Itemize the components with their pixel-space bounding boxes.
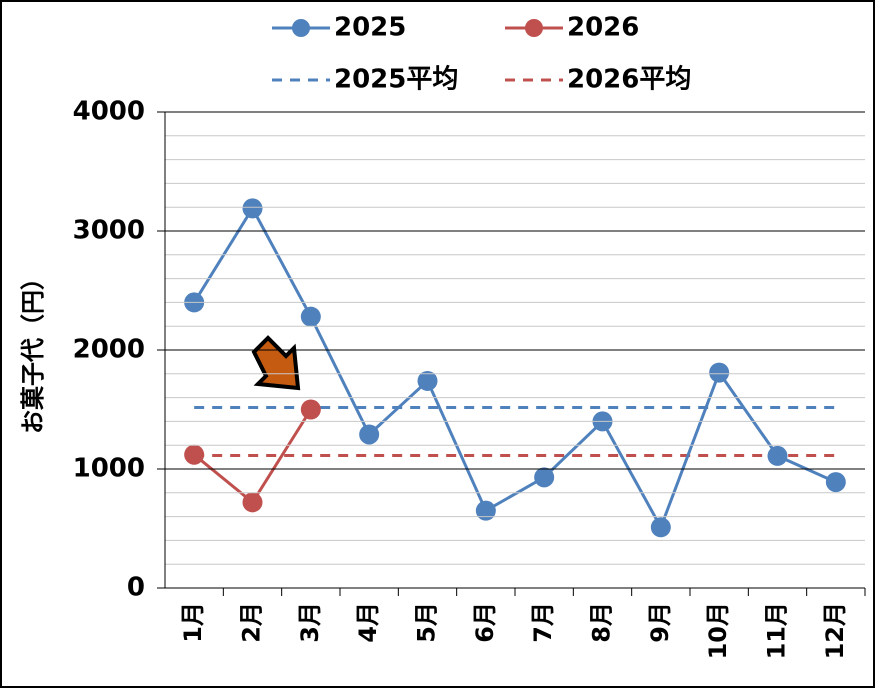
y-tick-label: 3000 xyxy=(73,216,145,246)
y-tick-label: 4000 xyxy=(73,97,145,127)
data-point xyxy=(184,444,205,465)
x-tick-label: 4月 xyxy=(354,602,382,643)
x-tick-label: 10月 xyxy=(704,602,732,659)
data-point xyxy=(709,362,730,383)
x-tick-label: 2月 xyxy=(238,602,266,643)
x-tick-label: 9月 xyxy=(646,602,674,643)
x-tick-label: 11月 xyxy=(763,602,791,659)
x-tick-label: 5月 xyxy=(413,602,441,643)
data-point xyxy=(417,370,438,391)
x-tick-label: 3月 xyxy=(296,602,324,643)
data-point xyxy=(300,399,321,420)
legend-label: 2025平均 xyxy=(334,65,458,95)
y-axis-label: お菓子代（円） xyxy=(19,266,47,434)
data-point xyxy=(300,306,321,327)
data-point xyxy=(650,517,671,538)
x-tick-label: 8月 xyxy=(588,602,616,643)
legend-marker xyxy=(292,19,310,37)
data-point xyxy=(359,424,380,445)
data-point xyxy=(475,500,496,521)
legend-label: 2026 xyxy=(567,13,639,43)
y-tick-label: 1000 xyxy=(73,454,145,484)
legend-marker xyxy=(525,19,543,37)
data-point xyxy=(242,198,263,219)
x-tick-label: 12月 xyxy=(821,602,849,659)
y-tick-label: 0 xyxy=(127,573,145,603)
legend-label: 2026平均 xyxy=(567,65,691,95)
x-tick-label: 6月 xyxy=(471,602,499,643)
x-tick-label: 1月 xyxy=(179,602,207,643)
x-tick-label: 7月 xyxy=(529,602,557,643)
data-point xyxy=(767,445,788,466)
y-tick-label: 2000 xyxy=(73,335,145,365)
data-point xyxy=(825,472,846,493)
legend-label: 2025 xyxy=(334,13,406,43)
data-point xyxy=(534,467,555,488)
data-point xyxy=(242,492,263,513)
series-line xyxy=(192,205,837,531)
